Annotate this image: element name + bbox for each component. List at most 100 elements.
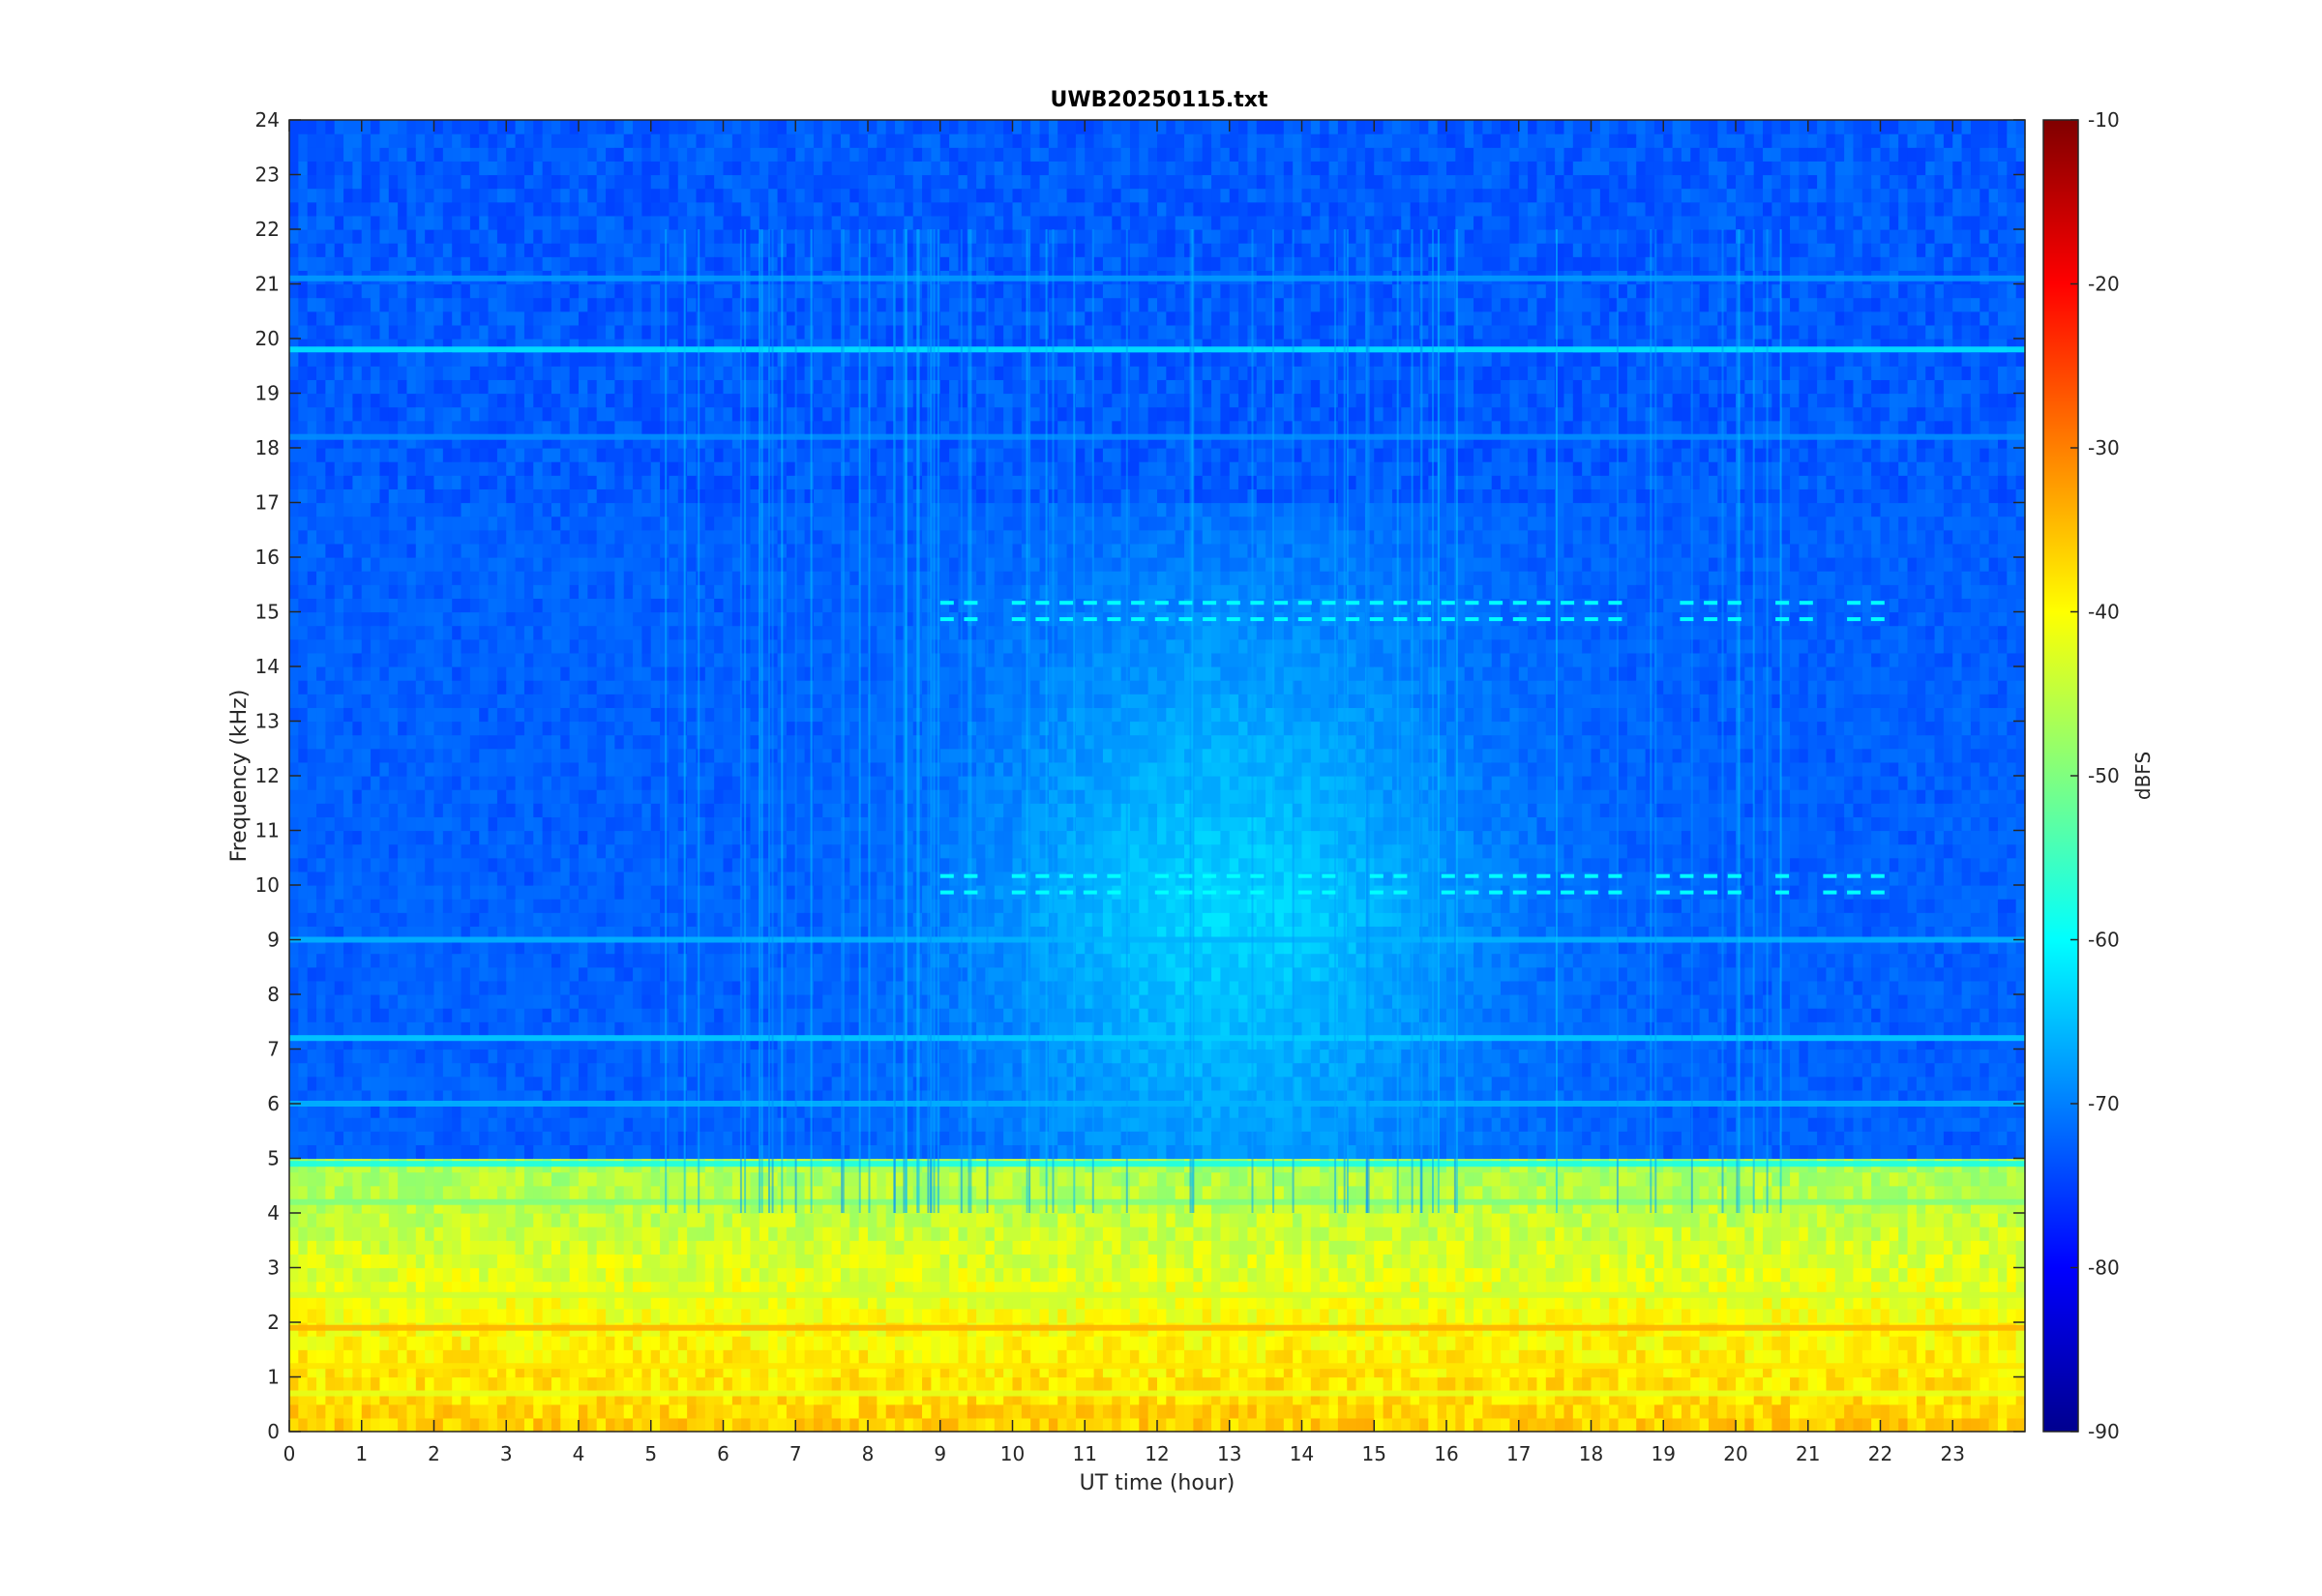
spectrogram-cell	[596, 1076, 607, 1091]
spectrogram-cell	[298, 1267, 309, 1283]
spectrogram-cell	[515, 830, 525, 845]
spectrogram-cell	[551, 748, 561, 763]
spectrogram-cell	[415, 912, 426, 927]
spectrogram-cell	[496, 707, 507, 723]
spectrogram-cell	[587, 1035, 598, 1050]
spectrogram-cell	[551, 1227, 561, 1241]
spectrogram-cell	[442, 1198, 453, 1214]
spectrogram-cell	[334, 352, 344, 367]
spectrogram-cell	[425, 1144, 435, 1160]
spectrogram-cell	[289, 584, 299, 599]
spectrogram-cell	[307, 283, 317, 299]
spectrogram-cell	[677, 1404, 688, 1419]
spectrogram-cell	[425, 147, 435, 162]
spectrogram-cell	[425, 1131, 435, 1145]
spectrogram-cell	[606, 611, 615, 627]
spectrogram-cell	[425, 694, 435, 708]
spectrogram-cell	[334, 420, 344, 435]
spectrogram-cell	[469, 638, 480, 654]
spectrogram-cell	[669, 297, 679, 312]
spectrogram-cell	[352, 707, 363, 723]
spectrogram-cell	[425, 516, 435, 531]
spectrogram-cell	[496, 174, 507, 190]
spectrogram-cell	[560, 1390, 571, 1405]
spectrogram-cell	[289, 297, 299, 312]
spectrogram-cell	[398, 584, 408, 599]
spectrogram-cell	[660, 584, 670, 599]
spectrogram-cell	[415, 885, 426, 900]
spectrogram-cell	[406, 584, 417, 599]
spectrogram-cell	[461, 1144, 471, 1160]
spectrogram-cell	[677, 1267, 688, 1283]
spectrogram-cell	[469, 1035, 480, 1050]
spectrogram-cell	[442, 283, 453, 299]
spectrogram-cell	[533, 406, 544, 422]
spectrogram-cell	[741, 461, 752, 476]
spectrogram-cell	[461, 1227, 471, 1241]
spectrogram-cell	[307, 857, 317, 872]
spectrogram-cell	[398, 1035, 408, 1050]
spectrogram-cell	[425, 1035, 435, 1050]
spectrogram-cell	[442, 229, 453, 244]
spectrogram-cell	[669, 1227, 679, 1241]
spectrogram-cell	[479, 339, 490, 353]
spectrogram-cell	[398, 188, 408, 203]
spectrogram-cell	[750, 406, 760, 422]
spectrogram-cell	[506, 1390, 517, 1405]
spectrogram-cell	[596, 243, 607, 257]
spectrogram-cell	[479, 1363, 490, 1378]
spectrogram-cell	[361, 707, 372, 723]
spectrogram-cell	[388, 1281, 399, 1296]
spectrogram-cell	[687, 816, 698, 832]
spectrogram-cell	[325, 1240, 336, 1255]
spectrogram-cell	[587, 420, 598, 435]
spectrogram-cell	[587, 912, 598, 927]
spectrogram-cell	[614, 1104, 625, 1118]
spectrogram-cell	[289, 980, 299, 995]
spectrogram-cell	[361, 1336, 372, 1350]
spectrogram-cell	[469, 843, 480, 859]
spectrogram-cell	[415, 339, 426, 353]
spectrogram-cell	[677, 652, 688, 667]
spectrogram-cell	[704, 1376, 715, 1392]
spectrogram-cell	[469, 174, 480, 190]
spectrogram-cell	[579, 816, 588, 832]
spectrogram-cell	[696, 1089, 706, 1105]
spectrogram-cell	[442, 1281, 453, 1296]
spectrogram-cell	[523, 161, 534, 176]
spectrogram-cell	[551, 680, 561, 695]
spectrogram-cell	[515, 1049, 525, 1064]
spectrogram-cell	[542, 420, 552, 435]
spectrogram-cell	[442, 448, 453, 462]
spectrogram-cell	[731, 543, 742, 558]
spectrogram-cell	[469, 1021, 480, 1036]
spectrogram-cell	[641, 966, 652, 982]
spectrogram-cell	[334, 857, 344, 872]
spectrogram-cell	[488, 283, 498, 299]
spectrogram-cell	[633, 174, 642, 190]
spectrogram-cell	[714, 926, 725, 941]
spectrogram-cell	[425, 201, 435, 217]
spectrogram-cell	[479, 379, 490, 395]
spectrogram-cell	[398, 803, 408, 817]
spectrogram-cell	[596, 1336, 607, 1350]
spectrogram-cell	[334, 1171, 344, 1187]
spectrogram-cell	[560, 1117, 571, 1132]
spectrogram-cell	[325, 1198, 336, 1214]
spectrogram-cell	[298, 980, 309, 995]
spectrogram-cell	[750, 1049, 760, 1064]
spectrogram-cell	[596, 448, 607, 462]
spectrogram-cell	[696, 557, 706, 572]
spectrogram-cell	[398, 1376, 408, 1392]
spectrogram-cell	[687, 638, 698, 654]
spectrogram-cell	[506, 584, 517, 599]
spectrogram-cell	[361, 721, 372, 736]
spectrogram-cell	[750, 488, 760, 504]
spectrogram-cell	[406, 1267, 417, 1283]
spectrogram-cell	[704, 694, 715, 708]
spectrogram-cell	[542, 543, 552, 558]
spectrogram-cell	[687, 393, 698, 408]
spectrogram-cell	[596, 912, 607, 927]
spectrogram-cell	[442, 1171, 453, 1187]
spectrogram-cell	[741, 734, 752, 750]
